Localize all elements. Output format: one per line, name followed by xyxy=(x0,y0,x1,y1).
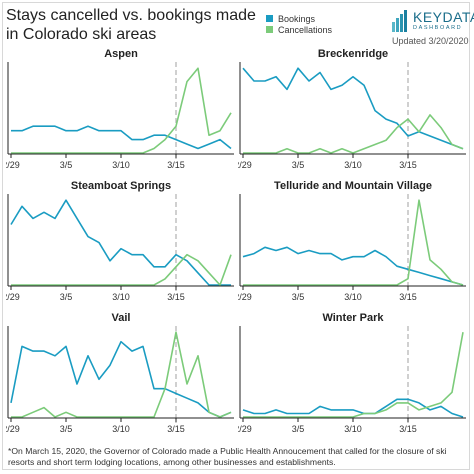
legend-swatch-bookings xyxy=(266,15,273,22)
legend: Bookings Cancellations xyxy=(266,13,332,35)
panel-aspen: Aspen 2/29 3/5 3/10 3/15 xyxy=(6,48,236,178)
chart-title-line-1: Stays cancelled vs. bookings made xyxy=(6,7,256,24)
series-line-bookings xyxy=(242,246,464,286)
x-tick-label: 2/29 xyxy=(238,424,252,434)
chart-frame xyxy=(2,2,470,470)
panel-plot: 2/29 3/5 3/10 3/15 xyxy=(6,62,234,170)
panel-plot: 2/29 3/5 3/10 3/15 xyxy=(238,326,466,434)
x-tick-label: 3/15 xyxy=(399,424,417,434)
legend-label-bookings: Bookings xyxy=(278,13,316,24)
x-tick-label: 2/29 xyxy=(6,160,20,170)
x-tick-label: 3/5 xyxy=(292,160,305,170)
x-tick-label: 3/10 xyxy=(344,292,362,302)
x-tick-label: 2/29 xyxy=(238,160,252,170)
chart-title: Stays cancelled vs. bookings made in Col… xyxy=(6,6,256,44)
series-line-bookings xyxy=(10,340,232,418)
x-tick-label: 3/5 xyxy=(60,424,73,434)
series-line-bookings xyxy=(242,67,464,150)
x-tick-label: 3/15 xyxy=(167,160,185,170)
x-tick-label: 3/15 xyxy=(167,292,185,302)
series-line-bookings xyxy=(242,398,464,418)
legend-item-bookings: Bookings xyxy=(266,13,332,24)
series-line-bookings xyxy=(11,125,232,150)
series-line-cancellations xyxy=(11,67,232,154)
series-line-bookings xyxy=(10,199,231,286)
x-tick-label: 3/10 xyxy=(344,424,362,434)
panel-plot: 2/29 3/5 3/10 3/15 xyxy=(6,194,234,302)
panel-plot: 2/29 3/5 3/10 3/15 xyxy=(6,326,234,434)
x-tick-label: 3/5 xyxy=(60,160,73,170)
series-line-cancellations xyxy=(243,114,464,154)
panel-plot: 2/29 3/5 3/10 3/15 xyxy=(238,62,466,170)
panel-title: Vail xyxy=(111,312,131,324)
x-tick-label: 3/15 xyxy=(399,160,417,170)
series-line-cancellations xyxy=(11,253,232,286)
panel-plot: 2/29 3/5 3/10 3/15 xyxy=(238,194,466,302)
legend-swatch-cancellations xyxy=(266,26,273,33)
x-tick-label: 3/10 xyxy=(112,292,130,302)
series-line-cancellations xyxy=(243,199,464,286)
x-tick-label: 3/5 xyxy=(60,292,73,302)
x-tick-label: 3/10 xyxy=(112,160,130,170)
panel-title: Telluride and Mountain Village xyxy=(274,180,432,192)
series-line-cancellations xyxy=(243,332,464,418)
panel-title: Aspen xyxy=(104,48,138,60)
updated-label: Updated 3/20/2020 xyxy=(392,36,469,46)
legend-label-cancellations: Cancellations xyxy=(278,24,333,35)
panel-steamboat-springs: Steamboat Springs 2/29 3/5 3/10 3/15 xyxy=(6,180,236,310)
x-tick-label: 3/15 xyxy=(167,424,185,434)
brand-name: KEYDATA xyxy=(413,9,474,25)
chart-title-line-2: in Colorado ski areas xyxy=(6,26,157,43)
brand-bars-icon xyxy=(392,10,407,32)
brand-logo: KEYDATA DASHBOARD xyxy=(391,10,474,34)
x-tick-label: 2/29 xyxy=(6,292,20,302)
x-tick-label: 3/5 xyxy=(292,292,305,302)
panel-vail: Vail 2/29 3/5 3/10 3/15 xyxy=(6,312,236,442)
brand-sub: DASHBOARD xyxy=(413,25,463,31)
x-tick-label: 3/10 xyxy=(344,160,362,170)
panel-title: Winter Park xyxy=(322,312,384,324)
x-tick-label: 3/10 xyxy=(112,424,130,434)
x-tick-label: 2/29 xyxy=(6,424,20,434)
panel-breckenridge: Breckenridge 2/29 3/5 3/10 3/15 xyxy=(238,48,468,178)
panel-telluride-and-mountain-village: Telluride and Mountain Village 2/29 3/5 3/1… xyxy=(238,180,468,310)
panel-winter-park: Winter Park 2/29 3/5 3/10 3/15 xyxy=(238,312,468,442)
x-tick-label: 3/15 xyxy=(399,292,417,302)
legend-item-cancellations: Cancellations xyxy=(266,24,332,35)
series-line-cancellations xyxy=(11,331,232,418)
panel-title: Breckenridge xyxy=(317,48,389,60)
footnote: *On March 15, 2020, the Governor of Colo… xyxy=(8,446,447,467)
panel-title: Steamboat Springs xyxy=(70,180,172,192)
x-tick-label: 3/5 xyxy=(292,424,305,434)
x-tick-label: 2/29 xyxy=(238,292,252,302)
